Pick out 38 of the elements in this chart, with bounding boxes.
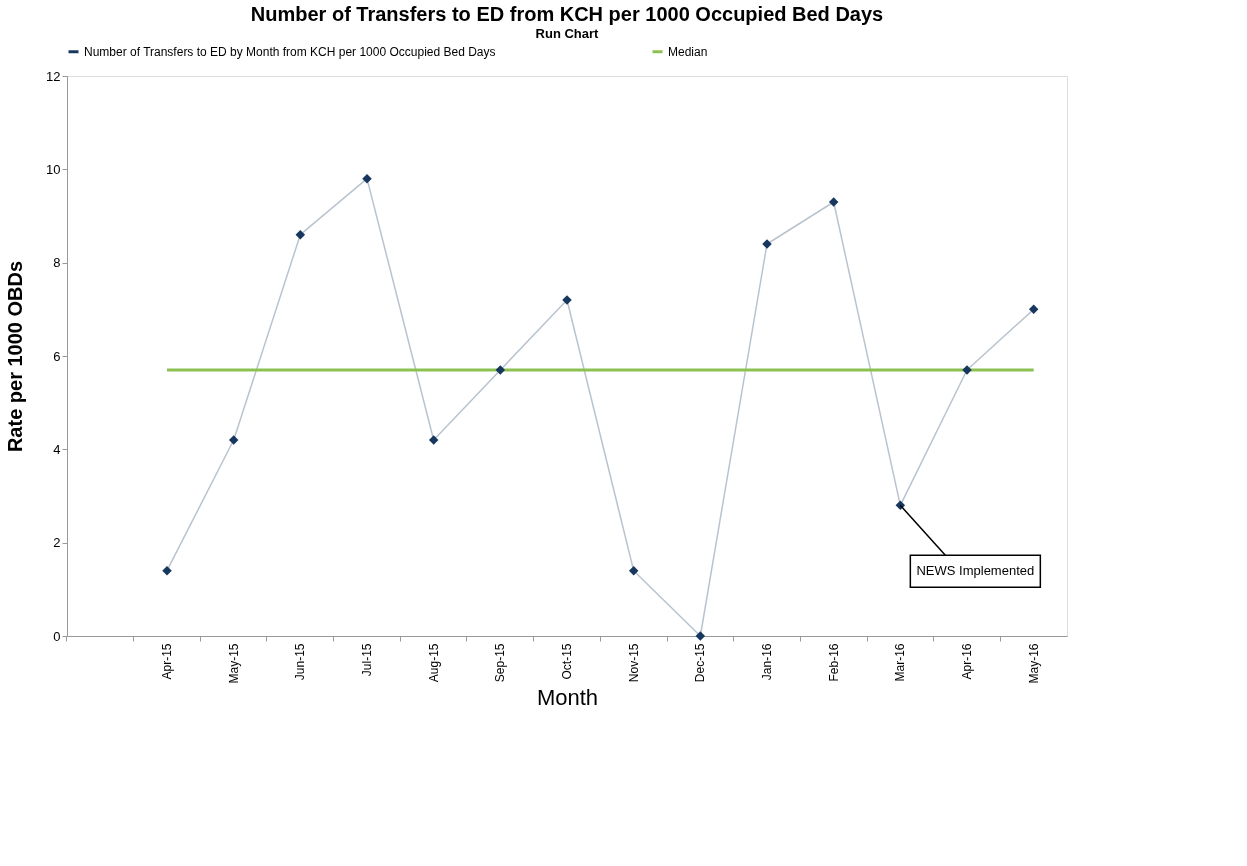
x-tick-label: Jan-16 (760, 643, 774, 681)
x-tick-label: Feb-16 (826, 643, 841, 682)
point (228, 435, 239, 445)
point (695, 631, 706, 641)
x-tick-label: Apr-15 (160, 643, 174, 680)
x-tick-label: Dec-15 (693, 643, 708, 683)
legend-label: Median (668, 44, 708, 59)
x-tick-label: Jul-15 (360, 643, 374, 677)
y-tick-label: 2 (53, 535, 61, 551)
y-tick-label: 12 (46, 68, 61, 84)
y-tick-label: 10 (46, 161, 61, 177)
point (162, 565, 172, 576)
x-tick-label: Aug-15 (426, 643, 441, 683)
y-tick-label: 4 (53, 441, 61, 457)
x-tick-label: May-16 (1026, 643, 1041, 684)
y-axis-title: Rate per 1000 OBDs (4, 260, 27, 453)
legend-label: Number of Transfers to ED by Month from KCH per 1000 Occupied Bed Days (84, 44, 496, 59)
y-tick-label: 6 (53, 348, 61, 364)
chart-title: Number of Transfers to ED from KCH per 1000 Occupied Bed Days (250, 3, 884, 25)
x-tick-label: Jun-15 (293, 643, 308, 681)
x-tick-label: Nov-15 (626, 643, 641, 683)
point (1028, 304, 1039, 315)
x-tick-label: Oct-15 (560, 643, 574, 680)
x-tick-label: Sep-15 (493, 643, 508, 683)
x-tick-label: Apr-16 (960, 643, 974, 680)
x-axis-title: Month (536, 684, 599, 710)
y-tick-label: 8 (53, 255, 61, 271)
x-tick-label: May-15 (226, 643, 241, 684)
x-tick-label: Mar-16 (893, 643, 908, 682)
point (828, 197, 839, 207)
point (428, 435, 439, 445)
chart-subtitle: Run Chart (535, 26, 600, 41)
y-tick-label: 0 (53, 628, 61, 644)
point (362, 173, 372, 184)
point (628, 565, 639, 576)
point (495, 365, 506, 375)
annotation: NEWS Implemented (916, 563, 1035, 579)
point (295, 229, 306, 240)
